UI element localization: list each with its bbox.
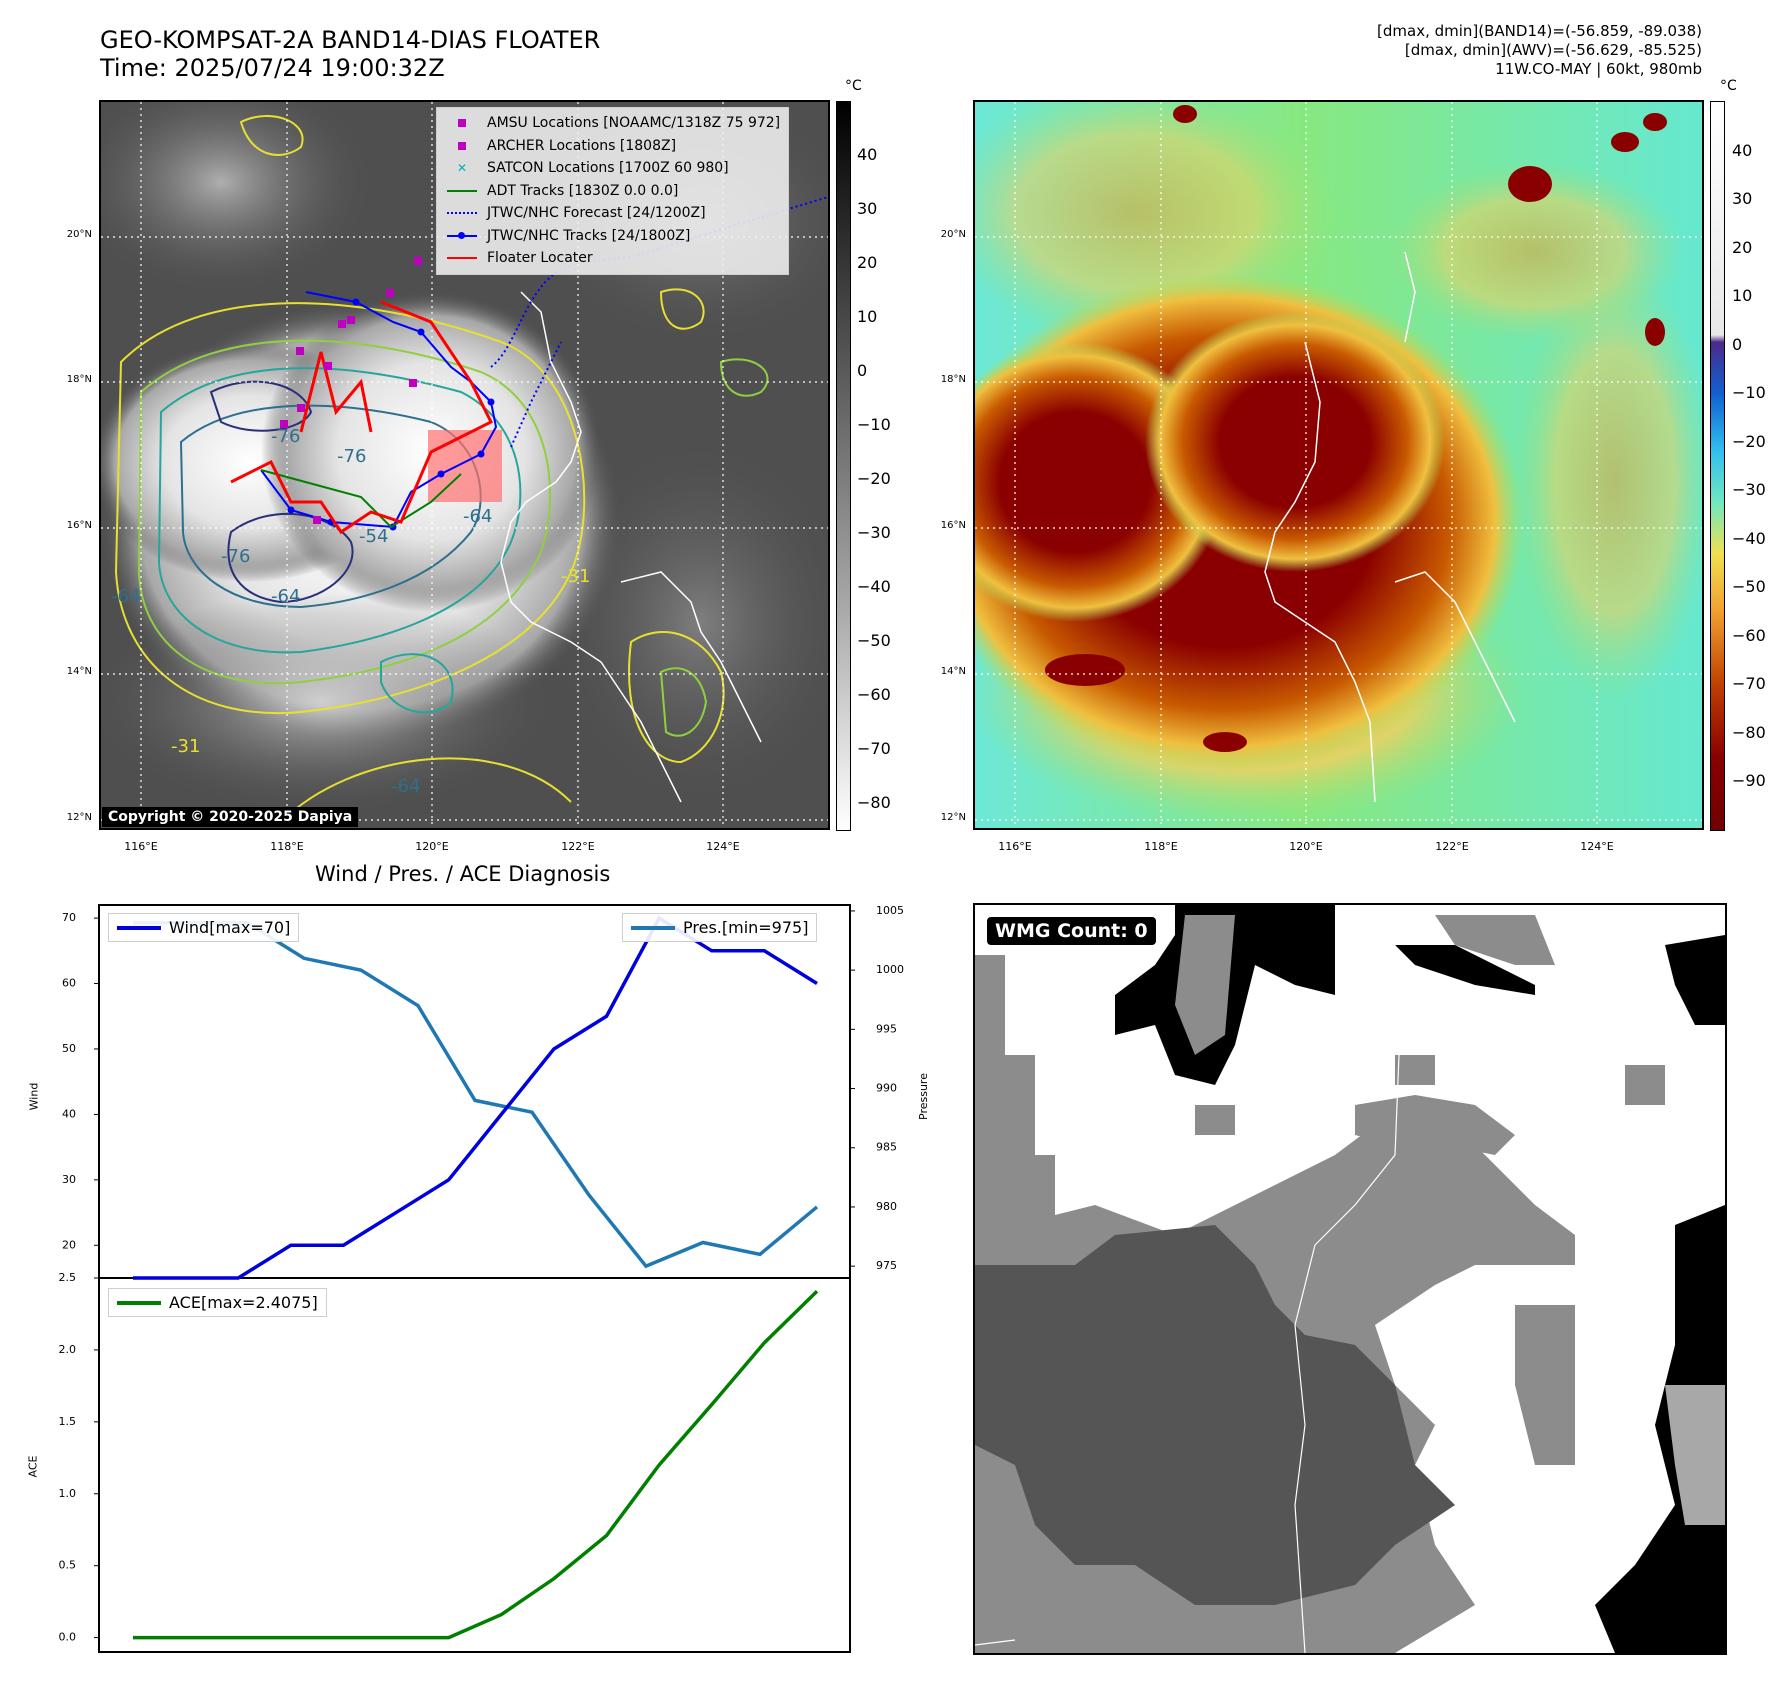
- color-ir-map-image: [975, 102, 1702, 828]
- lon-tick: 122°E: [561, 840, 595, 853]
- ace-legend: ACE[max=2.4075]: [108, 1288, 327, 1317]
- ace-tick-label: 1.0: [59, 1487, 77, 1500]
- ir-map-panel: -76 -64 -76 -64 -54 -31 -64 -64 -76 -31 …: [99, 100, 830, 830]
- diagnosis-title: Wind / Pres. / ACE Diagnosis: [315, 862, 611, 886]
- wmg-count-label: WMG Count: 0: [987, 917, 1156, 945]
- lat-tick: 16°N: [66, 520, 92, 531]
- ace-axes: [98, 1277, 851, 1653]
- pressure-tick-label: 995: [876, 1022, 897, 1035]
- pressure-tick-label: 1005: [876, 904, 904, 917]
- diagnosis-chart: 20 30 40 50 60 70 975 980 985 990 995 1000 1005 0.0…: [59, 904, 904, 1653]
- title-line-1: GEO-KOMPSAT-2A BAND14-DIAS FLOATER: [100, 26, 601, 54]
- ace-series-line: [133, 1290, 819, 1640]
- lat-tick: 18°N: [66, 374, 92, 385]
- lon-tick: 120°E: [1289, 840, 1323, 853]
- ace-tick-label: 0.5: [59, 1559, 77, 1572]
- contour-label: -76: [271, 426, 300, 447]
- wind-tick-label: 30: [62, 1173, 76, 1186]
- pressure-axis-label: Pressure: [916, 1073, 930, 1120]
- contour-label: -31: [171, 736, 200, 757]
- contour-label: -31: [561, 566, 590, 587]
- contour-label: -64: [271, 586, 300, 607]
- lat-tick: 20°N: [940, 229, 966, 240]
- copyright-label: Copyright © 2020-2025 Dapiya: [102, 807, 359, 827]
- map-legend: AMSU Locations [NOAAMC/1318Z 75 972] ARC…: [436, 107, 790, 275]
- lon-tick: 120°E: [415, 840, 449, 853]
- colorbar-unit-right: °C: [1720, 78, 1737, 94]
- legend-amsu: AMSU Locations [NOAAMC/1318Z 75 972]: [445, 112, 780, 135]
- wind-series-line: [133, 915, 818, 1280]
- info-line-3: 11W.CO-MAY | 60kt, 980mb: [1495, 60, 1702, 78]
- wind-pres-axes: [98, 904, 851, 1279]
- contour-label: -76: [221, 546, 250, 567]
- lon-tick: 116°E: [124, 840, 158, 853]
- wind-axis-label: Wind: [27, 1082, 41, 1111]
- lat-tick: 12°N: [66, 812, 92, 823]
- legend-adt: ADT Tracks [1830Z 0.0 0.0]: [445, 180, 780, 203]
- contour-label: -64: [391, 776, 420, 797]
- pressure-tick-label: 975: [876, 1259, 897, 1272]
- legend-satcon: ✕ SATCON Locations [1700Z 60 980]: [456, 160, 729, 177]
- pressure-series-line: [133, 921, 819, 1269]
- pressure-legend: Pres.[min=975]: [622, 913, 818, 942]
- legend-floater: Floater Locater: [445, 247, 780, 270]
- legend-tracks: JTWC/NHC Tracks [24/1800Z]: [445, 225, 780, 248]
- info-line-1: [dmax, dmin](BAND14)=(-56.859, -89.038): [1377, 22, 1702, 40]
- wind-legend: Wind[max=70]: [108, 913, 300, 942]
- legend-archer: ARCHER Locations [1808Z]: [445, 135, 780, 158]
- contour-label: -64: [111, 586, 140, 607]
- pressure-tick-label: 985: [876, 1141, 897, 1154]
- contour-label: -64: [463, 506, 492, 527]
- ace-tick-label: 2.0: [59, 1343, 77, 1356]
- legend-forecast: JTWC/NHC Forecast [24/1200Z]: [445, 202, 780, 225]
- wmg-image: [975, 905, 1725, 1653]
- wind-tick-label: 70: [62, 911, 76, 924]
- colorbar-right: [1710, 101, 1725, 831]
- lon-tick: 118°E: [1144, 840, 1178, 853]
- ace-tick-label: 0.0: [59, 1631, 77, 1644]
- contour-label: -76: [337, 446, 366, 467]
- lon-tick: 124°E: [706, 840, 740, 853]
- ace-tick-label: 2.5: [59, 1271, 77, 1284]
- wind-tick-label: 50: [62, 1042, 76, 1055]
- wmg-panel: WMG Count: 0: [973, 903, 1727, 1655]
- info-block: [dmax, dmin](BAND14)=(-56.859, -89.038) …: [1377, 22, 1702, 79]
- ace-tick-label: 1.5: [59, 1415, 77, 1428]
- lat-tick: 20°N: [66, 229, 92, 240]
- wind-tick-label: 60: [62, 977, 76, 990]
- figure-title: GEO-KOMPSAT-2A BAND14-DIAS FLOATER Time:…: [100, 26, 600, 82]
- lon-tick: 124°E: [1580, 840, 1614, 853]
- pressure-tick-label: 1000: [876, 963, 904, 976]
- lon-tick: 122°E: [1435, 840, 1469, 853]
- lat-tick: 16°N: [940, 520, 966, 531]
- lat-tick: 14°N: [66, 666, 92, 677]
- title-line-2: Time: 2025/07/24 19:00:32Z: [100, 54, 445, 82]
- colorbar-left: [836, 101, 851, 831]
- lat-tick: 18°N: [940, 374, 966, 385]
- color-ir-map-panel: [973, 100, 1704, 830]
- pressure-tick-label: 990: [876, 1082, 897, 1095]
- colorbar-unit-left: °C: [845, 78, 862, 94]
- lat-tick: 12°N: [940, 812, 966, 823]
- ace-axis-label: ACE: [26, 1455, 40, 1478]
- wind-tick-label: 20: [62, 1238, 76, 1251]
- contour-label: -54: [359, 526, 388, 547]
- pressure-tick-label: 980: [876, 1200, 897, 1213]
- lat-tick: 14°N: [940, 666, 966, 677]
- lon-tick: 118°E: [270, 840, 304, 853]
- info-line-2: [dmax, dmin](AWV)=(-56.629, -85.525): [1404, 41, 1702, 59]
- lon-tick: 116°E: [998, 840, 1032, 853]
- wind-tick-label: 40: [62, 1107, 76, 1120]
